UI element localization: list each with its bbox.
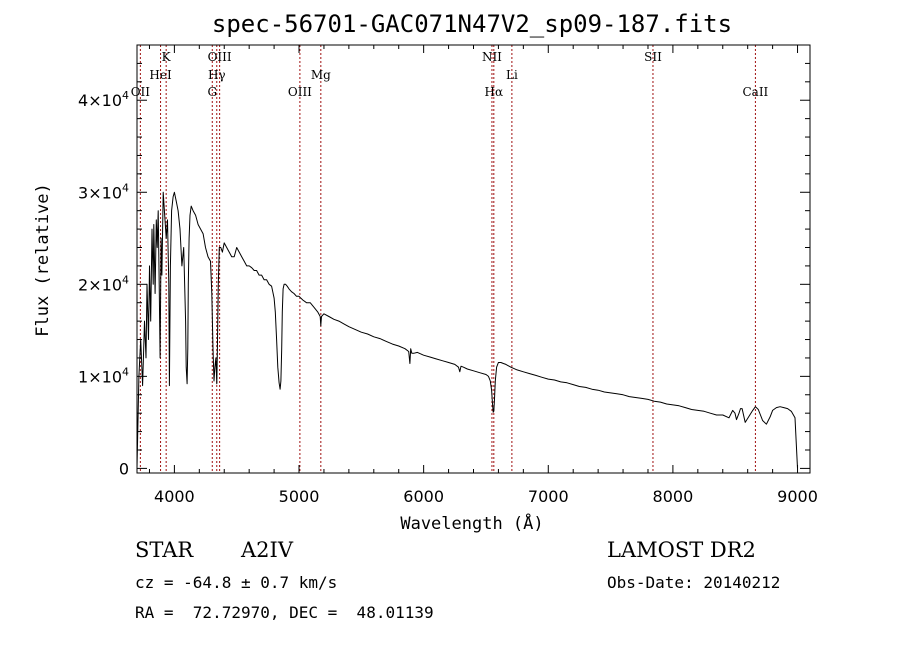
observation-date: Obs-Date: 20140212 bbox=[607, 573, 781, 592]
y-tick-label: 2×104 bbox=[78, 273, 129, 294]
y-tick-mantissa: 2×10 bbox=[78, 275, 122, 294]
y-tick-exponent: 4 bbox=[122, 273, 129, 286]
spectrum-layer bbox=[136, 191, 798, 469]
y-tick-mantissa: 3×10 bbox=[78, 183, 122, 202]
x-tick-label: 7000 bbox=[528, 487, 569, 506]
chart-title: spec-56701-GAC071N47V2_sp09-187.fits bbox=[212, 10, 732, 38]
spectral-subclass: A2IV bbox=[241, 538, 293, 562]
y-tick-label: 3×104 bbox=[78, 181, 129, 202]
y-tick-mantissa: 4×10 bbox=[78, 91, 122, 110]
line-marker-label: CaII bbox=[742, 85, 768, 99]
line-marker-label: Mg bbox=[311, 68, 331, 82]
y-tick-exponent: 4 bbox=[122, 89, 129, 102]
y-tick-mantissa: 1×10 bbox=[78, 367, 122, 386]
plot-frame bbox=[136, 44, 811, 474]
line-marker-label: K bbox=[162, 50, 172, 64]
x-tick-label: 4000 bbox=[154, 487, 195, 506]
x-axis-label: Wavelength (Å) bbox=[400, 512, 543, 534]
redshift-value: cz = -64.8 ± 0.7 km/s bbox=[135, 573, 338, 592]
spectrum-series-line bbox=[136, 191, 798, 469]
y-tick-label: 0 bbox=[119, 459, 129, 478]
line-marker-label: SII bbox=[644, 50, 662, 64]
x-axis-ticks: 4000 5000 6000 7000 8000 9000 bbox=[148, 45, 818, 506]
line-marker-label: NII bbox=[482, 50, 502, 64]
x-tick-label: 9000 bbox=[777, 487, 818, 506]
coordinates: RA = 72.72970, DEC = 48.01139 bbox=[135, 603, 434, 622]
survey-name: LAMOST DR2 bbox=[607, 538, 756, 562]
line-marker-label: Hγ bbox=[208, 68, 226, 82]
line-marker-label: Li bbox=[506, 68, 518, 82]
object-type: STAR bbox=[135, 538, 194, 562]
y-tick-exponent: 4 bbox=[122, 365, 129, 378]
y-tick-label: 4×104 bbox=[78, 89, 129, 110]
x-tick-label: 6000 bbox=[403, 487, 444, 506]
line-marker-label: Hα bbox=[485, 85, 504, 99]
y-tick-exponent: 4 bbox=[122, 181, 129, 194]
line-marker-label: OIII bbox=[208, 50, 232, 64]
line-marker-label: OII bbox=[131, 85, 151, 99]
y-tick-label: 1×104 bbox=[78, 365, 129, 386]
y-axis-label: Flux (relative) bbox=[33, 183, 53, 337]
line-marker-label: G bbox=[207, 85, 217, 99]
line-marker-label: OIII bbox=[288, 85, 312, 99]
line-marker-label: HeI bbox=[149, 68, 172, 82]
x-tick-label: 5000 bbox=[279, 487, 320, 506]
x-tick-label: 8000 bbox=[653, 487, 694, 506]
